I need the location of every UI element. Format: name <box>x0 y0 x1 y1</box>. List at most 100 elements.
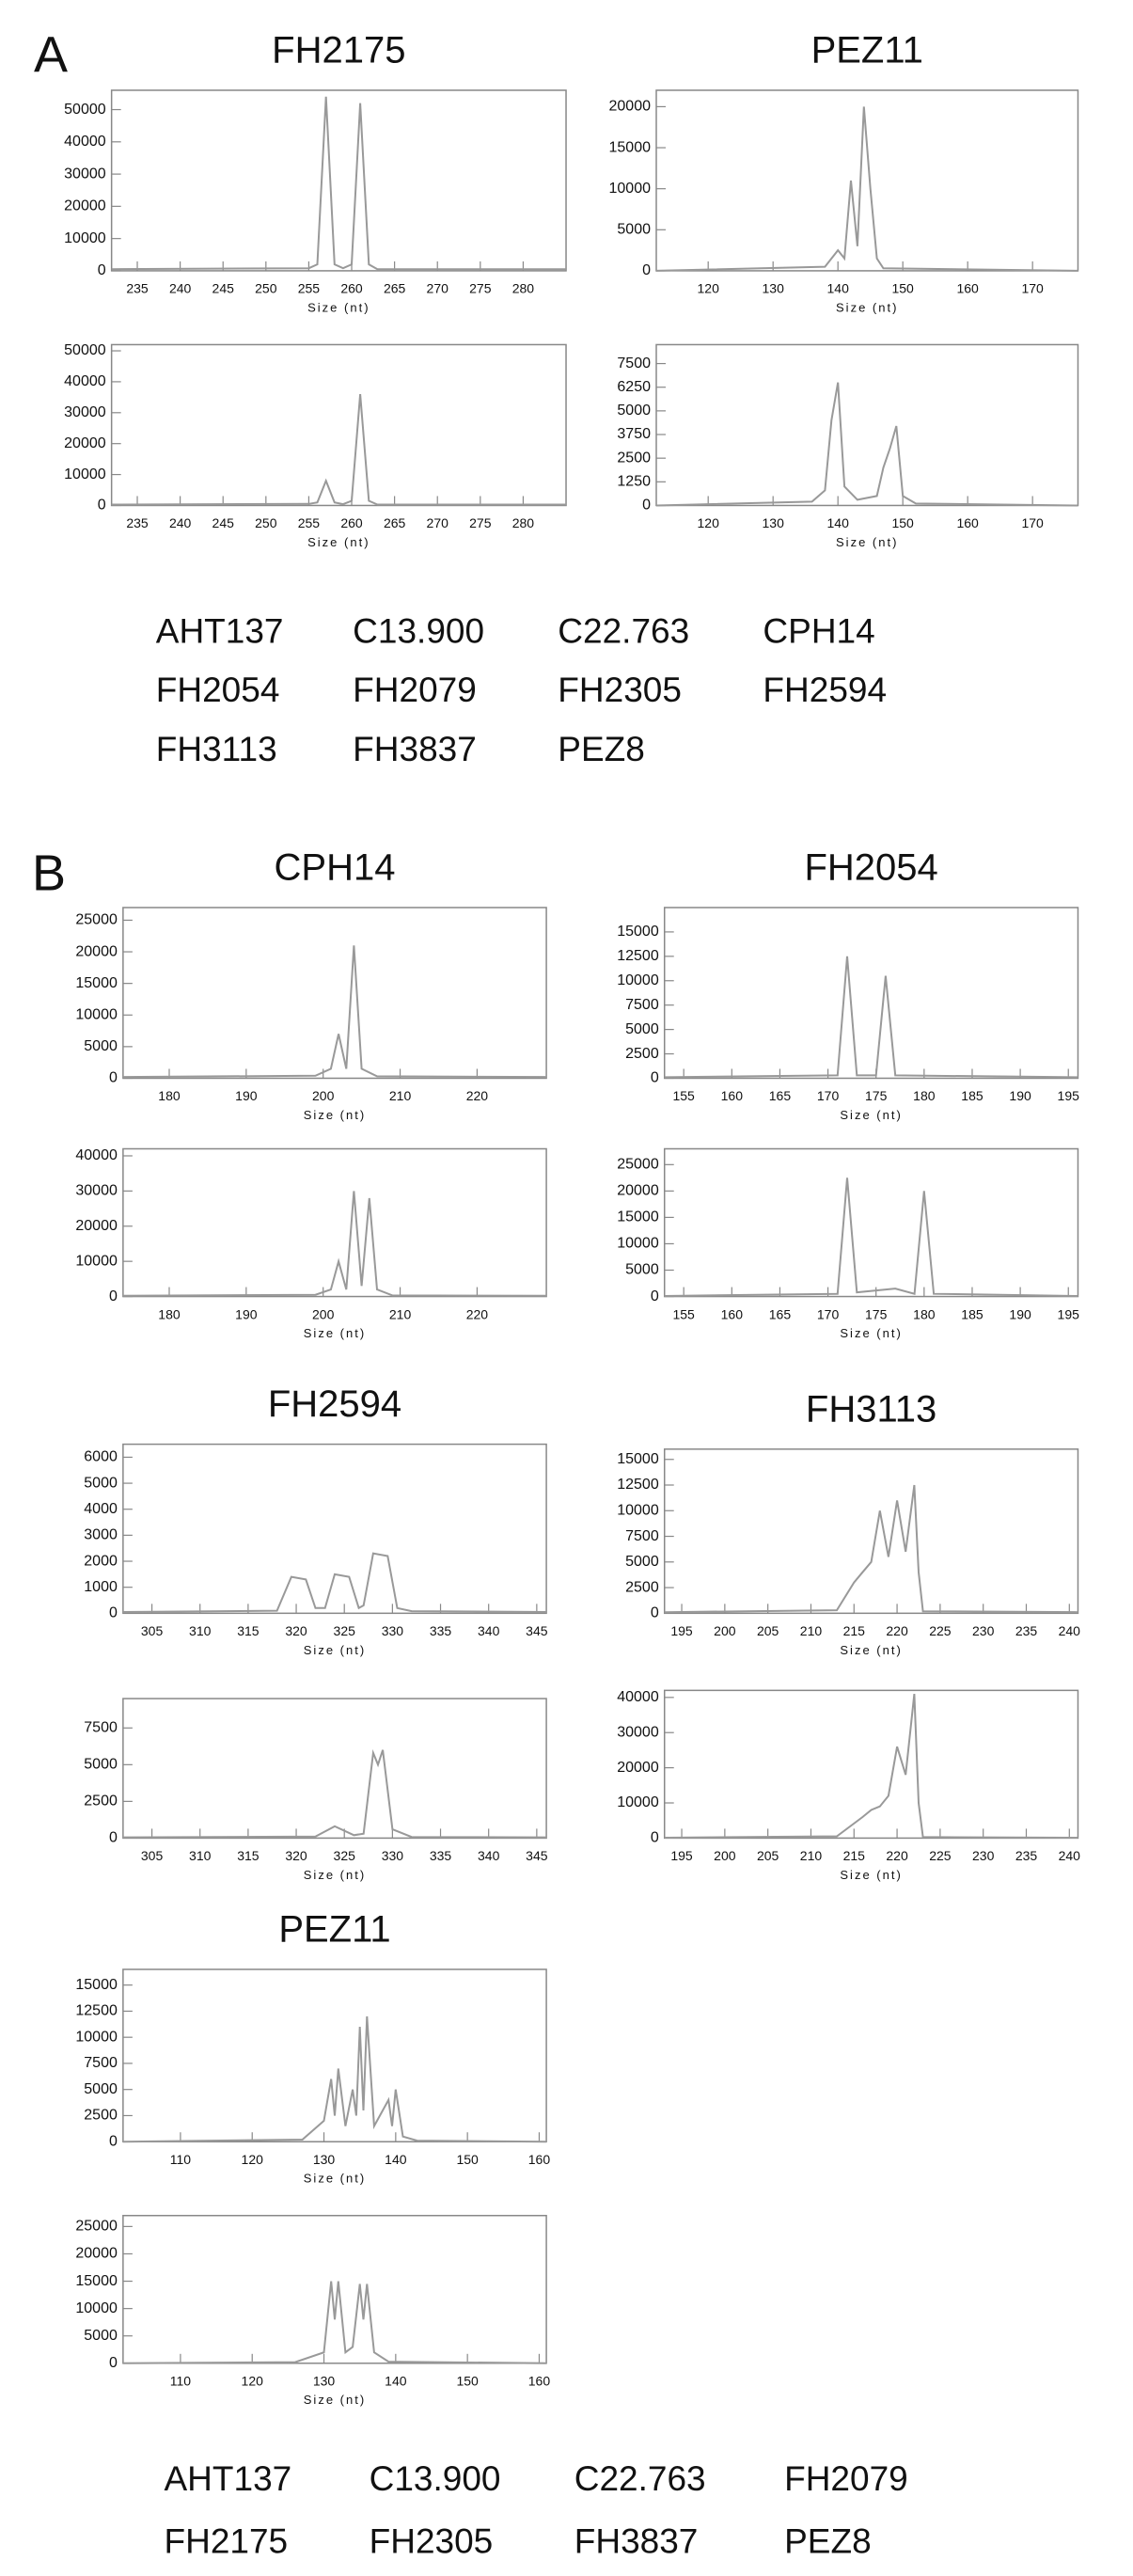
x-tick-label: 340 <box>478 1623 500 1638</box>
y-tick-label: 4000 <box>84 1501 118 1517</box>
x-tick-label: 160 <box>528 2152 551 2167</box>
y-tick-label: 1250 <box>617 474 651 490</box>
x-tick-label: 130 <box>763 281 785 296</box>
y-tick-label: 30000 <box>64 404 106 420</box>
x-tick-label: 250 <box>255 281 277 296</box>
y-tick-label: 7500 <box>84 1720 118 1736</box>
x-tick-label: 275 <box>469 515 492 530</box>
y-tick-label: 25000 <box>75 912 118 928</box>
y-tick-label: 15000 <box>75 1977 118 1993</box>
marker-name: AHT137 <box>165 2459 292 2498</box>
y-tick-label: 7500 <box>625 997 659 1013</box>
x-tick-label: 320 <box>285 1623 307 1638</box>
y-tick-label: 0 <box>109 2133 118 2149</box>
x-tick-label: 305 <box>141 1623 164 1638</box>
x-tick-label: 260 <box>340 515 363 530</box>
y-tick-label: 5000 <box>84 1757 118 1773</box>
x-tick-label: 190 <box>235 1306 258 1321</box>
y-tick-label: 5000 <box>625 1021 659 1037</box>
y-tick-label: 15000 <box>617 1451 659 1467</box>
x-axis-label: Size (nt) <box>304 1326 366 1340</box>
x-tick-label: 240 <box>169 281 192 296</box>
x-tick-label: 305 <box>141 1848 164 1863</box>
x-tick-label: 150 <box>891 281 914 296</box>
marker-name: FH2054 <box>156 671 280 709</box>
x-tick-label: 160 <box>956 281 979 296</box>
x-tick-label: 280 <box>512 515 535 530</box>
x-tick-label: 240 <box>169 515 192 530</box>
y-tick-label: 20000 <box>75 1218 118 1234</box>
x-tick-label: 120 <box>698 281 720 296</box>
x-tick-label: 120 <box>698 515 720 530</box>
y-tick-label: 15000 <box>617 1209 659 1225</box>
y-tick-label: 10000 <box>617 1502 659 1518</box>
y-tick-label: 20000 <box>64 435 106 451</box>
y-tick-label: 5000 <box>625 1262 659 1278</box>
x-tick-label: 160 <box>956 515 979 530</box>
x-axis-label: Size (nt) <box>304 2393 366 2407</box>
y-tick-label: 2500 <box>84 2108 118 2124</box>
trace <box>122 1748 547 1839</box>
x-tick-label: 160 <box>528 2374 551 2389</box>
x-tick-label: 225 <box>929 1848 952 1863</box>
plot-frame <box>122 1698 547 1840</box>
x-tick-label: 120 <box>242 2152 264 2167</box>
y-tick-label: 20000 <box>75 943 118 959</box>
y-tick-label: 30000 <box>64 166 106 182</box>
x-tick-label: 315 <box>237 1848 260 1863</box>
x-axis-label: Size (nt) <box>304 1868 366 1882</box>
y-tick-label: 5000 <box>84 1475 118 1491</box>
x-tick-label: 250 <box>255 515 277 530</box>
chart-title: CPH14 <box>275 847 396 889</box>
plot-frame <box>663 1689 1079 1840</box>
x-tick-label: 165 <box>769 1088 792 1103</box>
plot-frame <box>655 343 1079 507</box>
x-tick-label: 170 <box>1021 281 1044 296</box>
x-tick-label: 215 <box>843 1848 866 1863</box>
x-tick-label: 240 <box>1059 1848 1081 1863</box>
y-tick-label: 0 <box>109 1288 118 1304</box>
plot-frame <box>122 1443 547 1615</box>
y-tick-label: 10000 <box>617 972 659 988</box>
y-tick-label: 40000 <box>64 134 106 150</box>
x-tick-label: 275 <box>469 281 492 296</box>
x-tick-label: 245 <box>212 515 235 530</box>
x-tick-label: 155 <box>672 1088 695 1103</box>
x-tick-label: 170 <box>1021 515 1044 530</box>
y-tick-label: 25000 <box>75 2219 118 2235</box>
x-tick-label: 160 <box>721 1306 744 1321</box>
y-tick-label: 10000 <box>609 181 652 197</box>
x-tick-label: 160 <box>721 1088 744 1103</box>
x-tick-label: 215 <box>843 1623 866 1638</box>
x-tick-label: 265 <box>384 515 406 530</box>
x-tick-label: 175 <box>865 1306 888 1321</box>
marker-name: FH2175 <box>165 2522 289 2561</box>
trace <box>664 956 1078 1079</box>
y-tick-label: 50000 <box>64 102 106 118</box>
panel-label: B <box>32 845 66 901</box>
y-tick-label: 12500 <box>617 1477 659 1493</box>
y-tick-label: 2500 <box>625 1579 659 1595</box>
y-tick-label: 10000 <box>75 1253 118 1269</box>
x-tick-label: 195 <box>1058 1306 1080 1321</box>
x-tick-label: 210 <box>800 1848 823 1863</box>
y-tick-label: 6250 <box>617 379 651 395</box>
y-tick-label: 1000 <box>84 1579 118 1595</box>
x-tick-label: 150 <box>456 2152 479 2167</box>
x-tick-label: 230 <box>972 1623 995 1638</box>
x-axis-label: Size (nt) <box>840 1108 902 1122</box>
x-tick-label: 140 <box>827 515 850 530</box>
x-tick-label: 180 <box>158 1306 181 1321</box>
marker-name: PEZ8 <box>558 730 645 768</box>
plot-frame <box>122 1968 547 2142</box>
marker-name: C13.900 <box>353 611 484 650</box>
x-tick-label: 195 <box>670 1848 693 1863</box>
y-tick-label: 20000 <box>64 198 106 214</box>
y-tick-label: 10000 <box>617 1236 659 1252</box>
x-tick-label: 180 <box>913 1306 936 1321</box>
x-tick-label: 200 <box>714 1623 736 1638</box>
x-axis-label: Size (nt) <box>840 1643 902 1657</box>
x-tick-label: 175 <box>865 1088 888 1103</box>
trace <box>122 1552 547 1613</box>
x-tick-label: 345 <box>526 1623 548 1638</box>
